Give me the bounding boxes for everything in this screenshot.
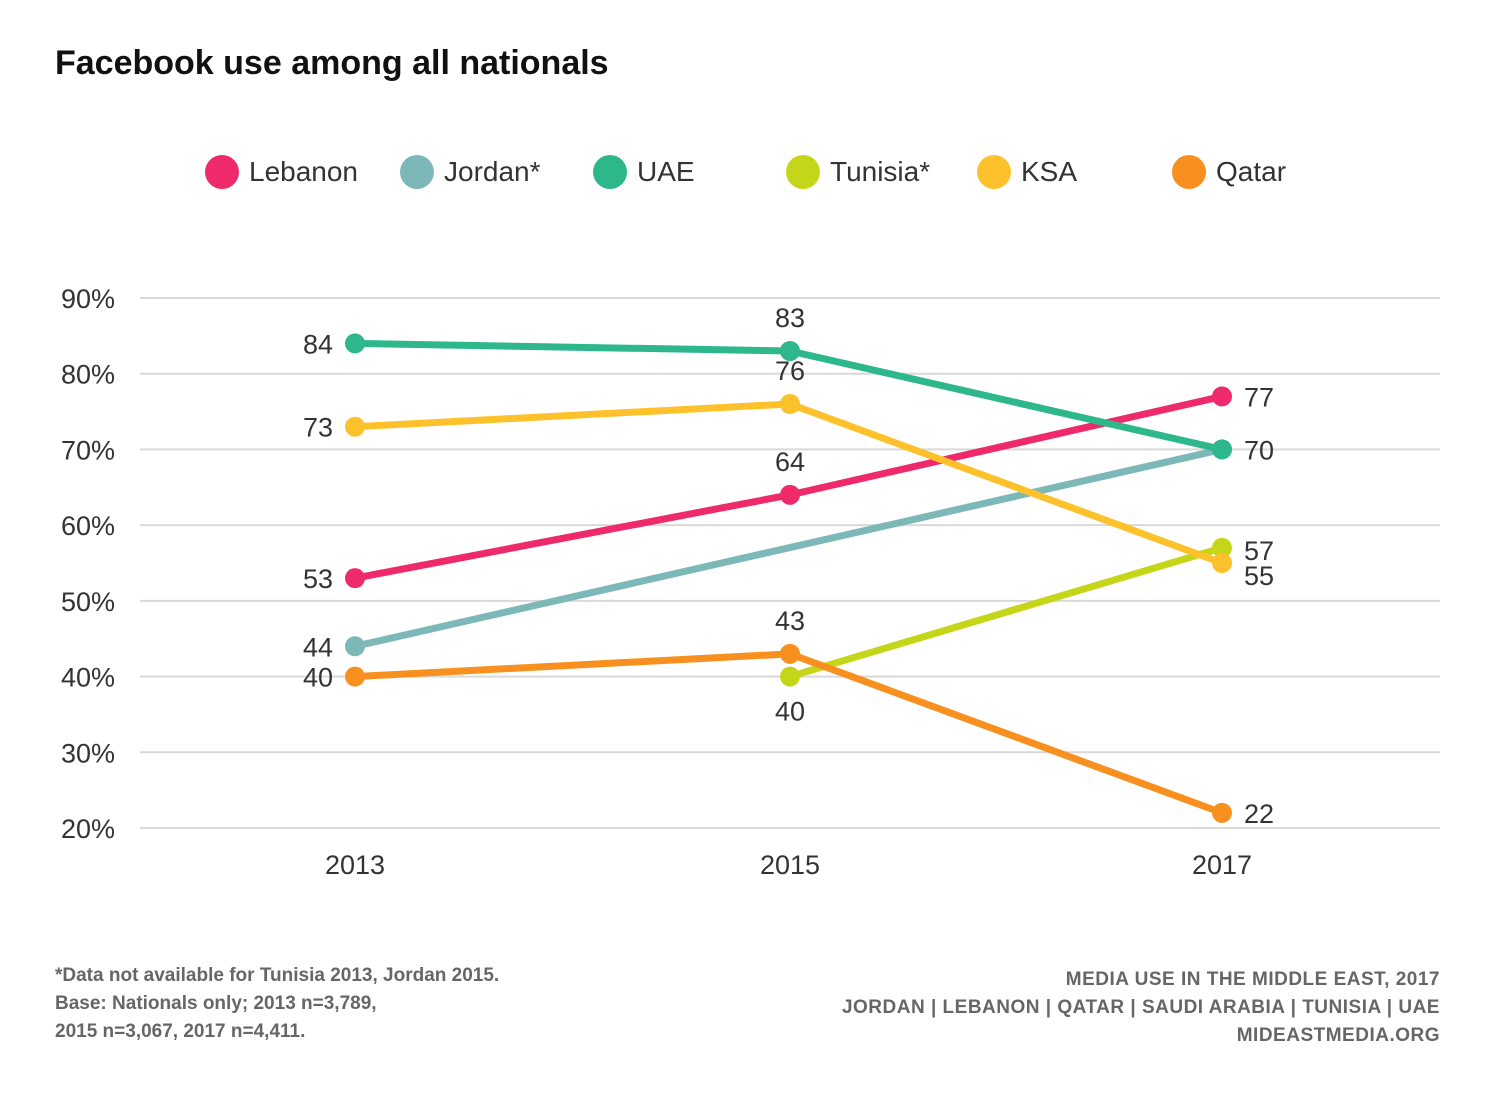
legend-label-ksa: KSA [1021, 156, 1078, 187]
data-point-ksa-2015 [780, 394, 800, 414]
y-tick-label-30: 30% [61, 738, 115, 768]
legend-item-jordan[interactable]: Jordan* [400, 150, 541, 194]
data-label-jordan-2013: 44 [303, 632, 333, 662]
data-label-qatar-2015: 43 [775, 606, 805, 636]
x-tick-label-2017: 2017 [1192, 850, 1252, 880]
data-point-ksa-2013 [345, 416, 365, 437]
source-credit: MEDIA USE IN THE MIDDLE EAST, 2017 JORDA… [842, 966, 1440, 1050]
data-label-tunisia-2017: 57 [1244, 536, 1274, 566]
series-line-jordan [351, 445, 1226, 650]
legend-swatch-lebanon [205, 155, 239, 189]
footnote-line-3: 2015 n=3,067, 2017 n=4,411. [55, 1021, 306, 1042]
legend-swatch-tunisia [786, 155, 820, 189]
legend-label-lebanon: Lebanon [249, 156, 359, 187]
x-tick-label-2013: 2013 [325, 850, 385, 880]
legend-swatch-qatar [1172, 155, 1206, 189]
data-label-uae-2015: 83 [775, 303, 805, 333]
footnote-line-2: Base: Nationals only; 2013 n=3,789, [55, 993, 377, 1014]
legend-label-uae: UAE [637, 156, 695, 187]
data-point-uae-2015 [780, 341, 800, 361]
y-tick-label-90: 90% [61, 284, 115, 314]
y-tick-label-40: 40% [61, 663, 115, 693]
data-point-qatar-2017 [1212, 802, 1232, 823]
data-label-ksa-2017: 55 [1244, 561, 1274, 591]
data-point-lebanon-2015 [780, 484, 800, 505]
data-label-lebanon-2017: 77 [1244, 382, 1274, 412]
y-tick-label-70: 70% [61, 435, 115, 465]
x-tick-label-2015: 2015 [760, 850, 820, 880]
data-point-uae-2017 [1212, 439, 1232, 460]
series-line-tunisia [786, 544, 1226, 681]
legend-label-tunisia: Tunisia* [830, 156, 931, 187]
legend-item-qatar[interactable]: Qatar [1172, 150, 1286, 194]
source-line-3: MIDEASTMEDIA.ORG [1236, 1025, 1440, 1046]
data-point-lebanon-2017 [1212, 386, 1232, 407]
legend-item-lebanon[interactable]: Lebanon [205, 150, 358, 194]
y-tick-label-50: 50% [61, 587, 115, 617]
legend-item-uae[interactable]: UAE [593, 150, 695, 194]
data-point-tunisia-2017 [1212, 537, 1232, 558]
chart-title: Facebook use among all nationals [55, 44, 609, 82]
legend-swatch-uae [593, 155, 627, 189]
data-point-jordan-2013 [345, 636, 365, 657]
legend-label-jordan: Jordan* [444, 156, 541, 187]
data-label-ksa-2013: 73 [303, 413, 333, 443]
footnote: *Data not available for Tunisia 2013, Jo… [55, 962, 499, 1046]
legend-label-qatar: Qatar [1216, 156, 1287, 187]
data-label-lebanon-2015: 64 [775, 447, 805, 477]
data-point-uae-2013 [345, 333, 365, 354]
y-tick-label-80: 80% [61, 360, 115, 390]
data-point-tunisia-2015 [780, 666, 800, 687]
y-tick-label-60: 60% [61, 511, 115, 541]
data-label-qatar-2017: 22 [1244, 799, 1274, 829]
data-label-lebanon-2013: 53 [303, 564, 333, 594]
legend: Lebanon Jordan* UAE Tunisia* KSA Qatar [0, 150, 1500, 194]
data-label-tunisia-2015: 40 [775, 697, 805, 727]
legend-swatch-ksa [977, 155, 1011, 189]
footnote-line-1: *Data not available for Tunisia 2013, Jo… [55, 965, 500, 986]
legend-item-tunisia[interactable]: Tunisia* [786, 150, 930, 194]
data-label-uae-2013: 84 [303, 329, 333, 359]
source-line-1: MEDIA USE IN THE MIDDLE EAST, 2017 [1065, 969, 1440, 990]
data-label-uae-2017: 70 [1244, 435, 1274, 465]
data-point-qatar-2013 [345, 666, 365, 687]
legend-swatch-jordan [400, 155, 434, 189]
data-label-qatar-2013: 40 [303, 663, 333, 693]
data-point-lebanon-2013 [345, 568, 365, 589]
legend-item-ksa[interactable]: KSA [977, 150, 1077, 194]
data-point-qatar-2015 [780, 643, 800, 664]
data-point-ksa-2017 [1212, 553, 1232, 573]
source-line-2: JORDAN | LEBANON | QATAR | SAUDI ARABIA … [841, 997, 1440, 1018]
data-label-ksa-2015: 76 [775, 356, 805, 386]
y-tick-label-20: 20% [61, 814, 115, 844]
